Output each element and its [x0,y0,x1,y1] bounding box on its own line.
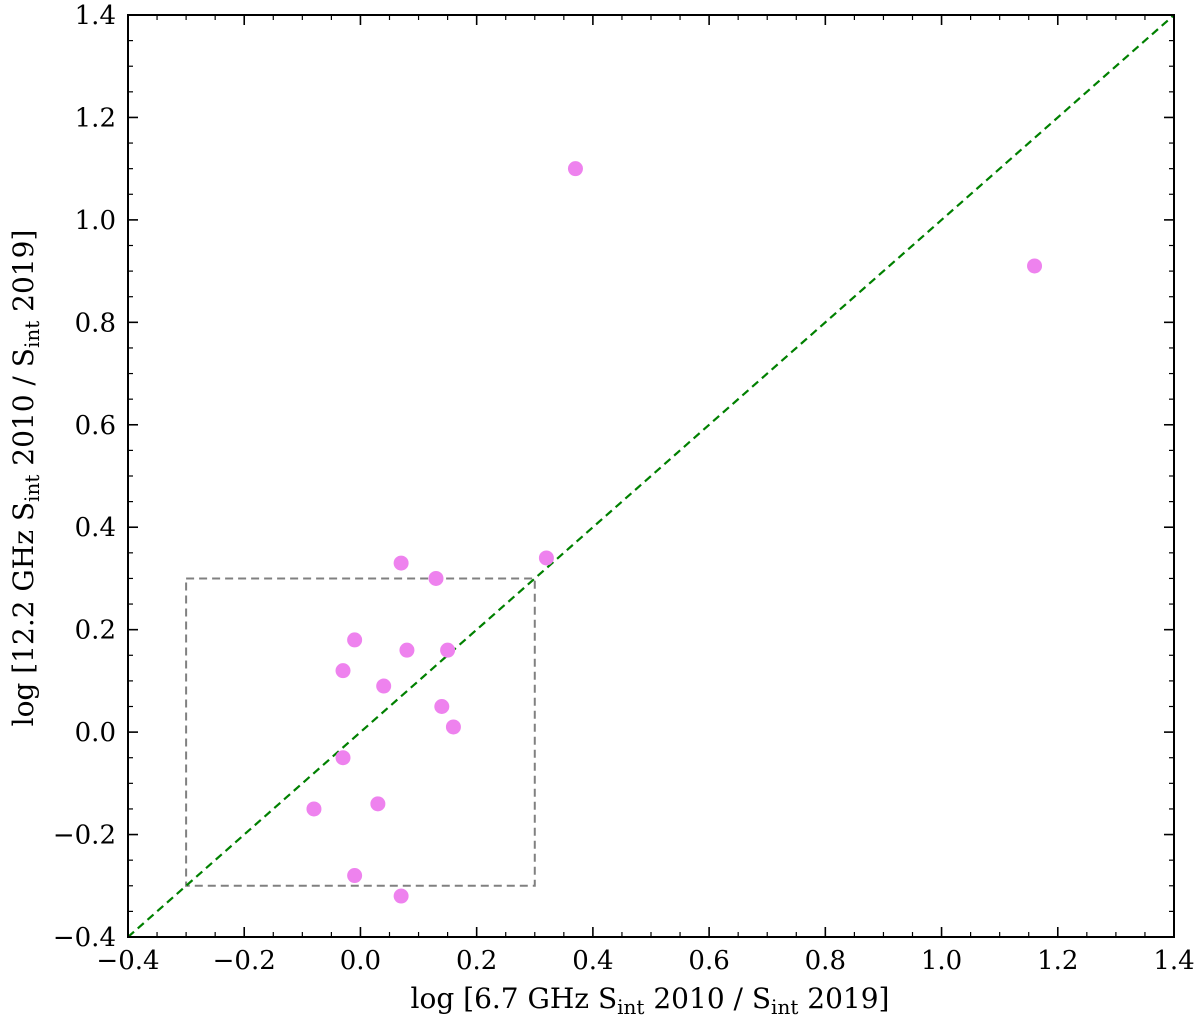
y-tick-label: 0.0 [75,718,116,748]
y-tick-label: 1.4 [75,1,116,31]
x-axis-label: log [6.7 GHz Sint 2010 / Sint 2019] [411,982,890,1019]
data-point [370,796,386,812]
tick-labels: −0.4 −0.2 0.0 0.2 0.4 0.6 0.8 1.0 1.2 1.4 −0.4 −0.2… [53,1,1195,976]
data-point [428,570,444,586]
data-point [335,750,351,766]
data-point [376,678,392,694]
y-tick-label: 0.6 [75,411,116,441]
x-tick-label: 1.2 [1037,946,1078,976]
x-tick-label: −0.2 [213,946,276,976]
plot-frame [127,14,1175,938]
data-points [306,161,1043,904]
data-point [399,642,415,658]
y-tick-label: −0.2 [53,821,116,851]
one-to-one-line [127,14,1175,938]
y-tick-label: 1.2 [75,103,116,133]
data-point [440,642,456,658]
data-point [306,801,322,817]
x-tick-label: 1.0 [921,946,962,976]
x-tick-label: 0.6 [688,946,729,976]
x-tick-label: 0.2 [456,946,497,976]
x-tick-label: 0.4 [572,946,613,976]
reference-box [185,577,536,887]
reference-line [127,14,1175,938]
major-ticks [127,14,1175,938]
x-tick-label: 0.0 [340,946,381,976]
y-tick-label: 0.2 [75,616,116,646]
y-tick-label: 0.4 [75,513,116,543]
reference-box-rect [185,577,536,887]
y-tick-label: 1.0 [75,206,116,236]
data-point [445,719,461,735]
y-tick-label: −0.4 [53,923,116,953]
data-point [538,550,554,566]
data-point [567,161,583,177]
data-point [434,699,450,714]
y-axis-label: log [12.2 GHz Sint 2010 / Sint 2019] [7,230,44,727]
x-tick-label: 1.4 [1153,946,1194,976]
y-tick-label: 0.8 [75,308,116,338]
data-point [393,888,409,904]
data-point [347,632,363,648]
data-point [347,868,363,884]
x-tick-label: 0.8 [805,946,846,976]
x-tick-label: −0.4 [96,946,159,976]
data-point [393,555,409,571]
data-point [1027,258,1043,274]
data-point [335,663,351,679]
